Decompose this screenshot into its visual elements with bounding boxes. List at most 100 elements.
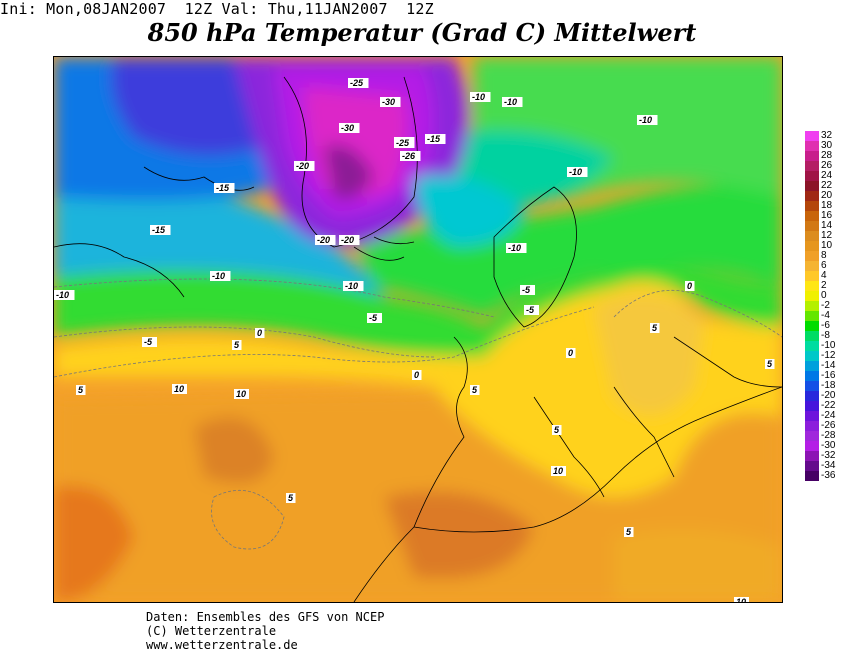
contour-label: 10 bbox=[734, 597, 749, 602]
legend-label: -32 bbox=[821, 450, 836, 461]
legend-labels: 32 30 28 26 24 22 20 18 16 14 12 10 8 6 4 2 0 -2 -4 -6 -8 -10… bbox=[821, 131, 835, 481]
legend-swatch bbox=[805, 351, 819, 361]
legend-swatch bbox=[805, 401, 819, 411]
legend-swatch bbox=[805, 141, 819, 151]
legend-swatch bbox=[805, 461, 819, 471]
contour-label: -30 bbox=[380, 97, 401, 107]
svg-text:-10: -10 bbox=[504, 97, 517, 107]
contour-label: 0 bbox=[255, 328, 265, 338]
contour-label: -10 bbox=[470, 92, 491, 102]
contour-label: 10 bbox=[234, 389, 249, 399]
legend-swatch bbox=[805, 251, 819, 261]
contour-label: -25 bbox=[348, 78, 369, 88]
legend-swatch bbox=[805, 371, 819, 381]
svg-text:-10: -10 bbox=[639, 115, 652, 125]
svg-text:0: 0 bbox=[568, 348, 573, 358]
legend-swatch bbox=[805, 131, 819, 141]
svg-text:-20: -20 bbox=[341, 235, 354, 245]
footer-copyright: (C) Wetterzentrale bbox=[146, 624, 277, 638]
temperature-map: -25-30-30-25-15-25-26-20-20-15-15-20-10-… bbox=[53, 56, 783, 603]
svg-text:5: 5 bbox=[234, 340, 240, 350]
coastlines bbox=[54, 76, 782, 602]
svg-text:5: 5 bbox=[652, 323, 658, 333]
legend-swatch bbox=[805, 321, 819, 331]
svg-text:-10: -10 bbox=[212, 271, 225, 281]
svg-text:5: 5 bbox=[626, 527, 632, 537]
svg-text:-5: -5 bbox=[369, 313, 378, 323]
legend-swatch bbox=[805, 231, 819, 241]
contour-label: 0 bbox=[566, 348, 576, 358]
legend-swatch bbox=[805, 171, 819, 181]
legend-swatch bbox=[805, 311, 819, 321]
legend-swatch bbox=[805, 421, 819, 431]
contour-label: -10 bbox=[502, 97, 523, 107]
contour-label: -15 bbox=[150, 225, 171, 235]
svg-text:-5: -5 bbox=[526, 305, 535, 315]
svg-text:-26: -26 bbox=[402, 151, 416, 161]
legend-swatch bbox=[805, 211, 819, 221]
legend-label: 26 bbox=[821, 160, 833, 171]
legend-label: -10 bbox=[821, 340, 836, 351]
legend-label: 20 bbox=[821, 190, 833, 201]
run-info: Ini: Mon,08JAN2007 12Z Val: Thu,11JAN200… bbox=[0, 0, 434, 18]
contour-label: 5 bbox=[624, 527, 634, 537]
svg-text:-5: -5 bbox=[522, 285, 531, 295]
contour-label: -20 bbox=[339, 235, 360, 245]
svg-text:-20: -20 bbox=[296, 161, 309, 171]
color-legend bbox=[805, 131, 819, 481]
legend-swatch bbox=[805, 361, 819, 371]
legend-swatch bbox=[805, 281, 819, 291]
contour-label-layer: -25-30-30-25-15-25-26-20-20-15-15-20-10-… bbox=[54, 78, 775, 602]
contour-label: -10 bbox=[210, 271, 231, 281]
footer-website: www.wetterzentrale.de bbox=[146, 638, 298, 652]
legend-label: -36 bbox=[821, 470, 836, 481]
svg-text:-30: -30 bbox=[382, 97, 395, 107]
contour-label: 5 bbox=[765, 359, 775, 369]
legend-label: 16 bbox=[821, 210, 833, 221]
footer-data-source: Daten: Ensembles des GFS von NCEP bbox=[146, 610, 385, 624]
legend-label: 18 bbox=[821, 200, 833, 211]
legend-label: -28 bbox=[821, 430, 836, 441]
contour-label: 5 bbox=[232, 340, 242, 350]
svg-text:-25: -25 bbox=[396, 138, 410, 148]
contour-label: -20 bbox=[294, 161, 315, 171]
svg-text:10: 10 bbox=[174, 384, 184, 394]
legend-label: 32 bbox=[821, 130, 833, 141]
footer: Daten: Ensembles des GFS von NCEP (C) We… bbox=[146, 610, 384, 652]
legend-label: -30 bbox=[821, 440, 836, 451]
contour-label: -10 bbox=[506, 243, 527, 253]
legend-label: 2 bbox=[821, 280, 827, 291]
legend-label: -4 bbox=[821, 310, 830, 321]
legend-label: 4 bbox=[821, 270, 827, 281]
legend-label: 22 bbox=[821, 180, 833, 191]
contour-label: 10 bbox=[551, 466, 566, 476]
legend-swatch bbox=[805, 331, 819, 341]
svg-text:-10: -10 bbox=[569, 167, 582, 177]
contour-label: -20 bbox=[315, 235, 336, 245]
legend-swatch bbox=[805, 411, 819, 421]
legend-label: -14 bbox=[821, 360, 836, 371]
svg-text:10: 10 bbox=[553, 466, 563, 476]
legend-label: 14 bbox=[821, 220, 833, 231]
legend-label: -2 bbox=[821, 300, 830, 311]
legend-swatch bbox=[805, 151, 819, 161]
svg-text:-10: -10 bbox=[508, 243, 521, 253]
contour-label: -5 bbox=[520, 285, 535, 295]
svg-text:0: 0 bbox=[414, 370, 419, 380]
contour-label: -15 bbox=[214, 183, 235, 193]
legend-swatch bbox=[805, 451, 819, 461]
svg-text:-10: -10 bbox=[56, 290, 69, 300]
legend-label: -34 bbox=[821, 460, 836, 471]
legend-label: 6 bbox=[821, 260, 827, 271]
svg-text:-20: -20 bbox=[317, 235, 330, 245]
svg-text:-25: -25 bbox=[350, 78, 364, 88]
svg-text:-10: -10 bbox=[345, 281, 358, 291]
legend-swatch bbox=[805, 381, 819, 391]
legend-swatch bbox=[805, 181, 819, 191]
legend-swatch bbox=[805, 471, 819, 481]
svg-text:5: 5 bbox=[78, 385, 84, 395]
svg-text:5: 5 bbox=[472, 385, 478, 395]
svg-text:-15: -15 bbox=[216, 183, 230, 193]
contour-label: -26 bbox=[400, 151, 421, 161]
map-title: 850 hPa Temperatur (Grad C) Mittelwert bbox=[147, 18, 697, 47]
